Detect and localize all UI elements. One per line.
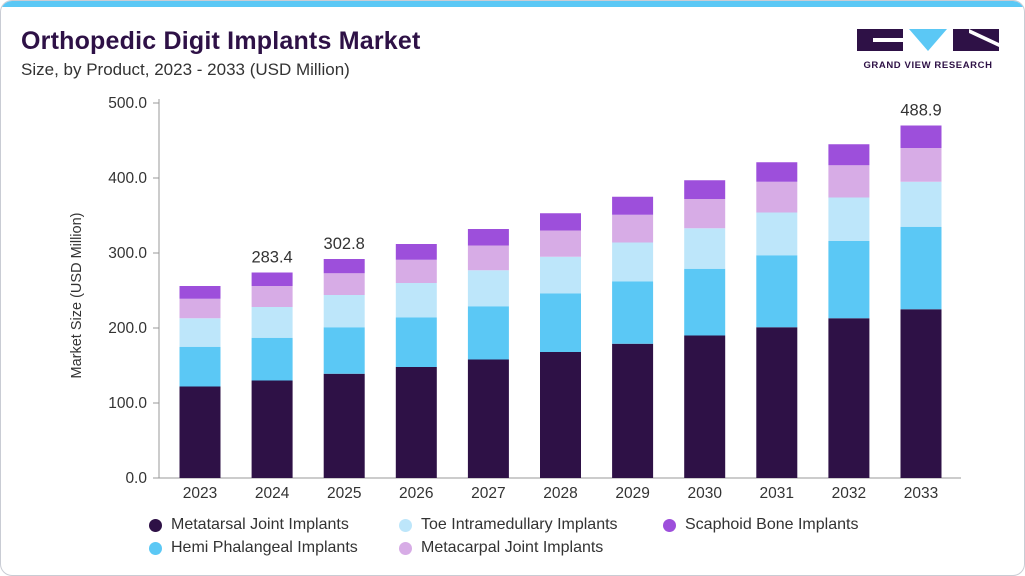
bar-segment (395, 244, 437, 260)
bar-segment (323, 273, 365, 295)
bar-segment (540, 293, 581, 352)
x-tick-label: 2023 (183, 485, 217, 502)
data-label: 302.8 (324, 235, 365, 253)
bar-segment (756, 162, 798, 182)
bar-segment (756, 327, 798, 478)
bar-segment (395, 283, 437, 318)
x-tick-label: 2033 (904, 485, 938, 502)
legend-label: Toe Intramedullary Implants (421, 516, 618, 533)
bar-segment (395, 317, 437, 367)
legend-label: Metacarpal Joint Implants (421, 539, 604, 556)
bar-segment (323, 327, 365, 374)
bar-segment (612, 242, 654, 282)
x-tick-label: 2025 (327, 485, 361, 502)
x-tick-label: 2030 (687, 485, 722, 502)
bar-segment (179, 346, 221, 387)
data-label: 488.9 (900, 102, 941, 120)
bar-segment (684, 228, 726, 269)
bar-segment (467, 229, 509, 246)
bar-segment (684, 199, 726, 229)
bar-segment (251, 286, 293, 307)
chart-title: Orthopedic Digit Implants Market (21, 27, 421, 55)
bar-segment (612, 281, 654, 344)
data-label: 283.4 (251, 249, 292, 267)
legend-item: Metacarpal Joint Implants (399, 539, 603, 557)
x-tick-label: 2024 (255, 485, 290, 502)
bar-segment (828, 318, 870, 478)
legend-item: Scaphoid Bone Implants (663, 516, 858, 534)
legend-item: Toe Intramedullary Implants (399, 516, 618, 534)
legend-swatch (399, 541, 412, 555)
bar-segment (900, 181, 942, 227)
legend-item: Hemi Phalangeal Implants (149, 539, 358, 557)
bar-segment (828, 144, 870, 166)
bar-segment (612, 196, 654, 215)
x-tick-label: 2029 (615, 485, 649, 502)
bar-segment (828, 241, 870, 319)
chart-subtitle: Size, by Product, 2023 - 2033 (USD Milli… (21, 60, 350, 79)
bar-segment (828, 197, 870, 241)
bar-segment (323, 373, 365, 478)
bar-segment (251, 380, 293, 478)
x-tick-label: 2027 (471, 485, 505, 502)
x-tick-label: 2028 (543, 485, 577, 502)
legend-swatch (663, 518, 676, 532)
y-tick-label: 100.0 (108, 395, 147, 412)
bar-segment (684, 268, 726, 336)
bar-segment (395, 259, 437, 283)
bar-segment (900, 226, 942, 310)
y-tick-label: 200.0 (108, 320, 147, 337)
bar-segment (251, 272, 293, 286)
x-tick-label: 2032 (832, 485, 866, 502)
logo-text: GRAND VIEW RESEARCH (863, 60, 993, 71)
bar-segment (395, 367, 437, 478)
bar-segment (179, 386, 221, 478)
legend-label: Hemi Phalangeal Implants (171, 539, 358, 556)
bar-segment (900, 125, 942, 148)
bar-segment (540, 256, 581, 294)
bar-segment (467, 245, 509, 271)
legend-swatch (149, 541, 162, 555)
bar-segment (900, 148, 942, 182)
bar-segment (179, 318, 221, 347)
bar-segment (467, 270, 509, 307)
bar-segment (540, 352, 581, 478)
bar-segment (467, 306, 509, 360)
grand-view-research-logo: GRAND VIEW RESEARCH (857, 29, 999, 73)
bar-segment (756, 212, 798, 256)
legend-swatch (399, 518, 412, 532)
y-axis-title: Market Size (USD Million) (69, 213, 85, 379)
bar-segment (900, 309, 942, 478)
legend-item: Metatarsal Joint Implants (149, 516, 349, 534)
bar-segment (612, 214, 654, 243)
bar-segment (179, 298, 221, 319)
bar-segment (251, 307, 293, 338)
x-tick-label: 2026 (399, 485, 433, 502)
bar-segment (323, 295, 365, 328)
x-tick-label: 2031 (760, 485, 794, 502)
bar-segment (323, 259, 365, 274)
bar-segment (612, 343, 654, 478)
y-tick-label: 500.0 (108, 95, 147, 112)
bar-segment (684, 180, 726, 199)
legend-label: Scaphoid Bone Implants (685, 516, 859, 533)
bar-segment (756, 255, 798, 328)
y-tick-label: 0.0 (125, 470, 147, 487)
legend-swatch (149, 518, 162, 532)
legend-label: Metatarsal Joint Implants (171, 516, 349, 533)
y-tick-label: 400.0 (108, 170, 147, 187)
bar-segment (756, 181, 798, 213)
logo-mark-icon (857, 29, 999, 51)
bar-segment (251, 337, 293, 381)
bar-segment (684, 335, 726, 478)
bar-segment (540, 230, 581, 257)
bar-segment (828, 165, 870, 198)
bar-segment (179, 286, 221, 299)
accent-bar (1, 1, 1024, 7)
y-tick-label: 300.0 (108, 245, 147, 262)
bar-segment (467, 359, 509, 478)
bar-segment (540, 213, 581, 231)
